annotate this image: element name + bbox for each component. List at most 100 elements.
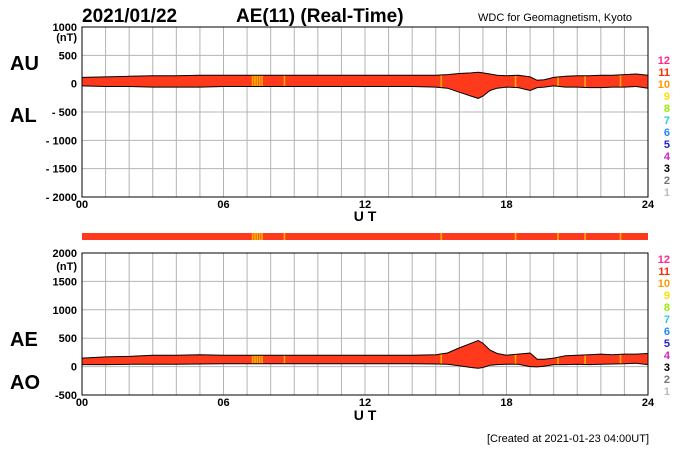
quality-stripe	[514, 72, 517, 99]
bottom-plot-frame	[81, 252, 649, 396]
legend-station-count: 1	[664, 187, 670, 199]
top-y-ticks: 1000 500 0 - 500 - 1000 - 1500 - 2000	[46, 22, 77, 204]
legend-station-count: 8	[664, 103, 670, 115]
quality-stripe	[261, 72, 263, 99]
y-tick-label: - 1000	[46, 135, 77, 147]
legend-station-count: 5	[664, 139, 670, 151]
x-tick-label: 24	[642, 199, 655, 211]
strip-mark	[258, 233, 261, 240]
quality-stripe	[440, 340, 443, 369]
bottom-x-ticks: 00 06 12 18 24	[76, 397, 655, 409]
legend-station-count: 11	[658, 266, 670, 278]
legend-station-count: 3	[664, 362, 670, 374]
y-tick-label: - 1500	[46, 164, 77, 176]
quality-stripe	[283, 340, 286, 369]
x-tick-label: 12	[359, 199, 371, 211]
series-line-ao	[82, 362, 649, 369]
strip-mark	[261, 233, 263, 240]
strip-mark	[584, 233, 586, 240]
quality-strip	[82, 233, 648, 240]
x-tick-label: 18	[500, 397, 512, 409]
top-x-ticks: 00 06 12 18 24	[76, 199, 655, 211]
strip-mark	[514, 233, 517, 240]
strip-mark	[256, 233, 259, 240]
x-tick-label: 06	[217, 397, 229, 409]
strip-mark	[557, 233, 559, 240]
legend-station-count: 12	[658, 55, 670, 67]
legend-station-count: 7	[664, 115, 670, 127]
x-tick-label: 06	[217, 199, 229, 211]
legend-station-count: 6	[664, 127, 670, 139]
bottom-unit-label: (nT)	[56, 261, 77, 273]
top-data-layer	[81, 71, 649, 99]
band-fill-ae-ao	[82, 340, 648, 369]
y-tick-label: -500	[55, 390, 77, 402]
strip-mark	[283, 233, 286, 240]
legend-station-count: 8	[664, 302, 670, 314]
quality-stripe	[251, 72, 254, 99]
legend-station-count: 2	[664, 374, 670, 386]
legend-station-count: 10	[658, 79, 670, 91]
x-tick-label: 00	[76, 199, 88, 211]
series-line-au	[81, 71, 649, 81]
legend-station-count: 4	[664, 151, 671, 163]
legend-station-count: 9	[664, 91, 670, 103]
quality-stripe	[440, 72, 443, 99]
legend-station-count: 10	[658, 278, 670, 290]
strip-mark	[440, 233, 443, 240]
quality-stripe	[619, 72, 622, 99]
bottom-grid	[82, 253, 648, 395]
top-x-axis-label: U T	[354, 208, 377, 224]
index-title: AE(11) (Real-Time)	[236, 6, 404, 27]
y-tick-label: 0	[71, 362, 77, 374]
top-plot-frame	[81, 26, 649, 198]
strip-mark	[619, 233, 622, 240]
al-side-label: AL	[10, 105, 37, 127]
ao-side-label: AO	[10, 372, 40, 394]
x-tick-label: 24	[642, 397, 655, 409]
legend-station-count: 6	[664, 326, 670, 338]
y-tick-label: - 2000	[46, 192, 77, 204]
top-unit-label: (nT)	[56, 32, 77, 44]
legend-station-count: 12	[658, 254, 670, 266]
quality-stripe	[557, 340, 559, 369]
y-tick-label: 500	[59, 50, 77, 62]
strip-bar	[82, 233, 648, 240]
top-grid	[82, 27, 648, 197]
quality-stripe	[584, 72, 586, 99]
au-side-label: AU	[10, 53, 39, 75]
legend-station-count: 11	[658, 67, 670, 79]
quality-stripe	[258, 72, 261, 99]
quality-stripe	[254, 72, 256, 99]
created-timestamp: [Created at 2021-01-23 04:00UT]	[487, 433, 649, 445]
x-tick-label: 00	[76, 397, 88, 409]
quality-stripe	[584, 340, 586, 369]
quality-stripe	[256, 340, 259, 369]
y-tick-label: 2000	[53, 248, 77, 260]
legend-station-count: 2	[664, 175, 670, 187]
strip-mark	[254, 233, 256, 240]
series-line-ae	[81, 339, 649, 360]
quality-stripe	[557, 72, 559, 99]
y-tick-label: 1000	[53, 305, 77, 317]
y-tick-label: 500	[59, 333, 77, 345]
y-tick-label: 0	[71, 79, 77, 91]
y-tick-label: 1500	[53, 276, 77, 288]
x-tick-label: 12	[359, 397, 371, 409]
quality-stripe	[254, 340, 256, 369]
legend-station-count: 4	[664, 350, 671, 362]
legend-station-count: 3	[664, 163, 670, 175]
source-label: WDC for Geomagnetism, Kyoto	[478, 12, 632, 24]
date-title: 2021/01/22	[82, 6, 177, 27]
bottom-x-axis-label: U T	[354, 407, 377, 423]
legend-station-count: 7	[664, 314, 670, 326]
legend-station-count: 1	[664, 386, 670, 398]
quality-stripe	[261, 340, 263, 369]
ae-side-label: AE	[10, 329, 38, 351]
quality-stripe	[619, 340, 622, 369]
